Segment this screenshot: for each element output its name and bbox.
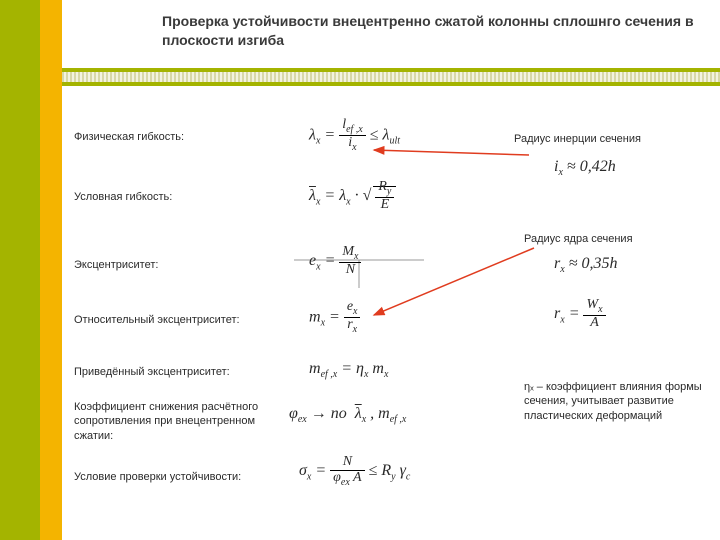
title-band: Проверка устойчивости внецентренно сжато…	[62, 0, 720, 68]
formula-a1: ix ≈ 0,42h	[554, 158, 616, 178]
content-area: Физическая гибкость: λx = lef ,xix ≤ λul…	[74, 100, 710, 530]
label-stability-check: Условие проверки устойчивости:	[74, 470, 294, 484]
formula-f1: λx = lef ,xix ≤ λult	[309, 118, 400, 154]
note-radius-inertia: Радиус инерции сечения	[514, 132, 641, 146]
slide-title: Проверка устойчивости внецентренно сжато…	[162, 12, 700, 50]
stripe-green	[0, 0, 40, 540]
note-core-radius: Радиус ядра сечения	[524, 232, 633, 246]
formula-f5: mef ,x = ηx mx	[309, 360, 388, 380]
label-reduced-eccentricity: Приведённый эксцентриситет:	[74, 365, 294, 379]
formula-f3: ex = MxN	[309, 245, 361, 278]
formula-f2: λx = λx · √RyE	[309, 180, 396, 213]
label-eccentricity: Эксцентриситет:	[74, 258, 294, 272]
formula-a2: rx ≈ 0,35h	[554, 255, 617, 275]
note-eta-coefficient: ηₓ – коэффициент влияния формы сечения, …	[524, 380, 704, 423]
formula-f4: mx = exrx	[309, 300, 360, 336]
decorative-rule	[62, 68, 720, 88]
formula-f7: σx = Nφex A ≤ Ry γc	[299, 455, 410, 488]
label-relative-eccentricity: Относительный эксцентриситет:	[74, 313, 294, 327]
label-physical-slenderness: Физическая гибкость:	[74, 130, 294, 144]
stripe-yellow	[40, 0, 62, 540]
formula-a3: rx = WxA	[554, 298, 606, 331]
left-decorative-stripe	[0, 0, 62, 540]
label-conditional-slenderness: Условная гибкость:	[74, 190, 294, 204]
label-phi-coefficient: Коэффициент снижения расчётного сопротив…	[74, 400, 264, 443]
formula-f6: φex → по λx , mef ,x	[289, 405, 406, 425]
